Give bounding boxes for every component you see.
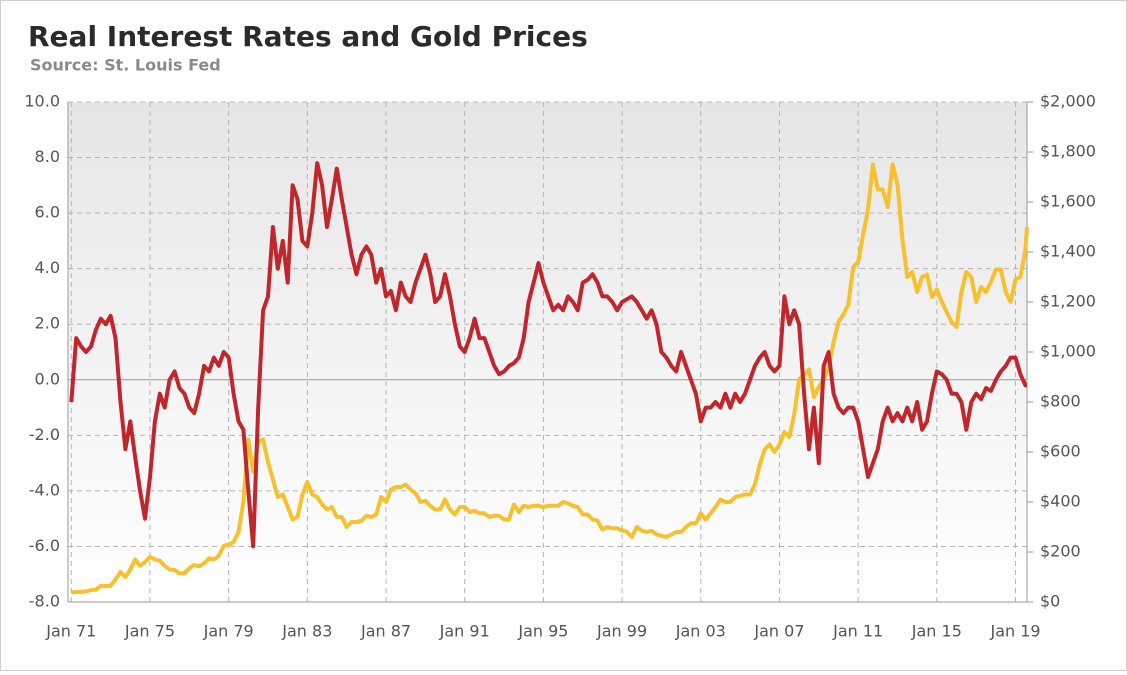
x-tick-label: Jan 95 <box>517 622 568 641</box>
y2-tick-label: $1,600 <box>1040 192 1096 211</box>
x-tick-label: Jan 07 <box>753 622 804 641</box>
series-line <box>71 162 1029 595</box>
y-tick-label: 6.0 <box>35 203 60 222</box>
plot-area <box>68 102 1027 602</box>
x-tick-label: Jan 91 <box>439 622 490 641</box>
y-tick-label: -8.0 <box>29 592 60 611</box>
x-tick-label: Jan 87 <box>360 622 411 641</box>
x-tick-label: Jan 19 <box>989 622 1040 641</box>
chart-subtitle: Source: St. Louis Fed <box>30 56 221 75</box>
x-tick-label: Jan 11 <box>832 622 883 641</box>
y-tick-label: 2.0 <box>35 314 60 333</box>
y2-tick-label: $1,000 <box>1040 342 1096 361</box>
y2-tick-label: $1,200 <box>1040 292 1096 311</box>
y-tick-label: 4.0 <box>35 258 60 277</box>
y-tick-label: 8.0 <box>35 147 60 166</box>
x-tick-label: Jan 71 <box>45 622 96 641</box>
y2-tick-label: $800 <box>1040 392 1081 411</box>
y2-tick-label: $1,800 <box>1040 142 1096 161</box>
y-tick-label: -2.0 <box>29 425 60 444</box>
y-tick-label: 0.0 <box>35 369 60 388</box>
x-tick-label: Jan 83 <box>281 622 332 641</box>
x-tick-label: Jan 03 <box>675 622 726 641</box>
x-tick-label: Jan 15 <box>911 622 962 641</box>
y-tick-label: -6.0 <box>29 536 60 555</box>
series-line <box>69 161 1028 549</box>
y2-tick-label: $2,000 <box>1040 92 1096 111</box>
y2-tick-label: $0 <box>1040 592 1060 611</box>
y2-tick-label: $400 <box>1040 492 1081 511</box>
chart-title: Real Interest Rates and Gold Prices <box>28 20 588 53</box>
x-tick-label: Jan 79 <box>203 622 254 641</box>
y2-tick-label: $600 <box>1040 442 1081 461</box>
x-tick-label: Jan 75 <box>124 622 175 641</box>
y-tick-label: 10.0 <box>24 92 60 111</box>
y2-tick-label: $200 <box>1040 542 1081 561</box>
y-tick-label: -4.0 <box>29 480 60 499</box>
x-tick-label: Jan 99 <box>596 622 647 641</box>
y2-tick-label: $1,400 <box>1040 242 1096 261</box>
